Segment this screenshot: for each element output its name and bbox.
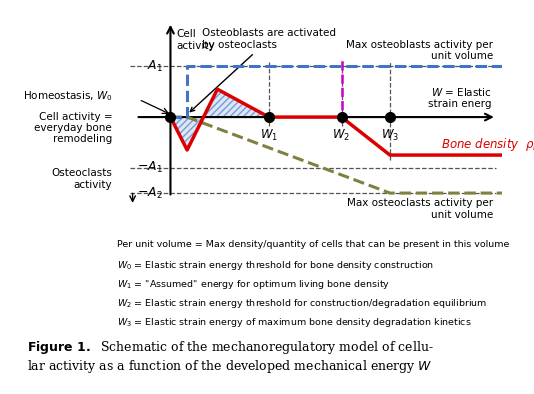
Text: Bone density  $\rho_{bone}$: Bone density $\rho_{bone}$ <box>442 136 534 153</box>
Text: $W_2$ = Elastic strain energy threshold for construction/degradation equilibrium: $W_2$ = Elastic strain energy threshold … <box>117 297 488 310</box>
Text: Per unit volume = Max density/quantity of cells that can be present in this volu: Per unit volume = Max density/quantity o… <box>117 240 510 249</box>
Text: $W_3$: $W_3$ <box>381 128 399 143</box>
Text: Homeostasis, $W_0$: Homeostasis, $W_0$ <box>22 89 112 103</box>
Text: Cell
activity: Cell activity <box>177 29 215 50</box>
Text: $-A_2$: $-A_2$ <box>137 186 163 201</box>
Text: Max osteoblasts activity per
unit volume: Max osteoblasts activity per unit volume <box>346 40 493 61</box>
Text: $W_1$ = "Assumed" energy for optimum living bone density: $W_1$ = "Assumed" energy for optimum liv… <box>117 278 391 291</box>
Text: $W$ = Elastic
strain energ: $W$ = Elastic strain energ <box>428 86 491 110</box>
Text: Cell activity =: Cell activity = <box>38 112 112 122</box>
Text: $\mathbf{Figure\ 1.}$  Schematic of the mechanoregulatory model of cellu-
lar ac: $\mathbf{Figure\ 1.}$ Schematic of the m… <box>27 339 434 375</box>
Text: $W_3$ = Elastic strain energy of maximum bone density degradation kinetics: $W_3$ = Elastic strain energy of maximum… <box>117 316 472 329</box>
Text: $-A_1$: $-A_1$ <box>137 160 163 175</box>
Text: $W_2$: $W_2$ <box>333 128 350 143</box>
Text: Osteoclasts: Osteoclasts <box>51 168 112 178</box>
Text: $W_1$: $W_1$ <box>260 128 278 143</box>
Polygon shape <box>170 89 269 150</box>
Text: $A_1$: $A_1$ <box>147 59 163 74</box>
Text: Osteoblasts are activated
by osteoclasts: Osteoblasts are activated by osteoclasts <box>190 28 336 112</box>
Text: activity: activity <box>74 180 112 190</box>
Text: remodeling: remodeling <box>53 134 112 144</box>
Text: Max osteoclasts activity per
unit volume: Max osteoclasts activity per unit volume <box>347 198 493 220</box>
Text: everyday bone: everyday bone <box>34 123 112 133</box>
Text: $W_0$ = Elastic strain energy threshold for bone density construction: $W_0$ = Elastic strain energy threshold … <box>117 259 435 272</box>
